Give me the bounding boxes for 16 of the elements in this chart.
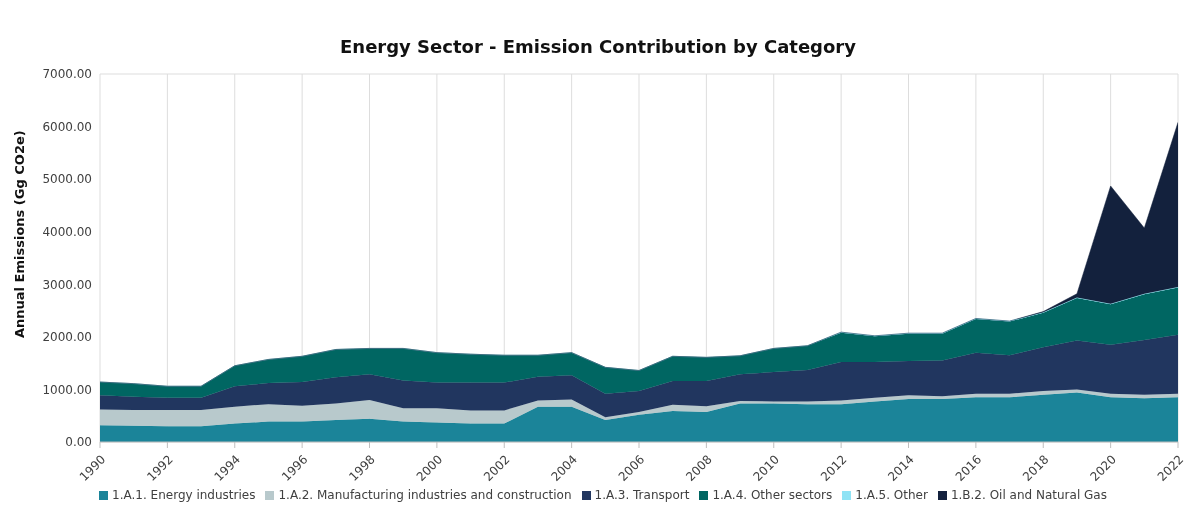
legend-label: 1.A.1. Energy industries: [112, 488, 256, 502]
y-tick-label: 3000.00: [42, 277, 92, 292]
legend-label: 1.A.2. Manufacturing industries and construction: [278, 488, 572, 502]
chart-title: Energy Sector - Emission Contribution by Category: [339, 35, 857, 59]
y-tick-label: 6000.00: [42, 119, 92, 134]
y-tick-label: 2000.00: [42, 330, 92, 345]
legend-label: 1.A.5. Other: [855, 488, 928, 502]
legend-label: 1.B.2. Oil and Natural Gas: [950, 488, 1107, 502]
y-tick-label: 1000.00: [42, 382, 92, 397]
legend-label: 1.A.3. Transport: [594, 488, 690, 502]
y-tick-label: 4000.00: [42, 224, 92, 239]
y-tick-label: 5000.00: [42, 172, 92, 187]
legend-label: 1.A.4. Other sectors: [712, 488, 833, 502]
y-tick-label: 0.00: [65, 435, 92, 450]
y-axis-title: Annual Emissions (Gg CO2e): [11, 130, 27, 338]
y-tick-label: 7000.00: [42, 67, 92, 82]
